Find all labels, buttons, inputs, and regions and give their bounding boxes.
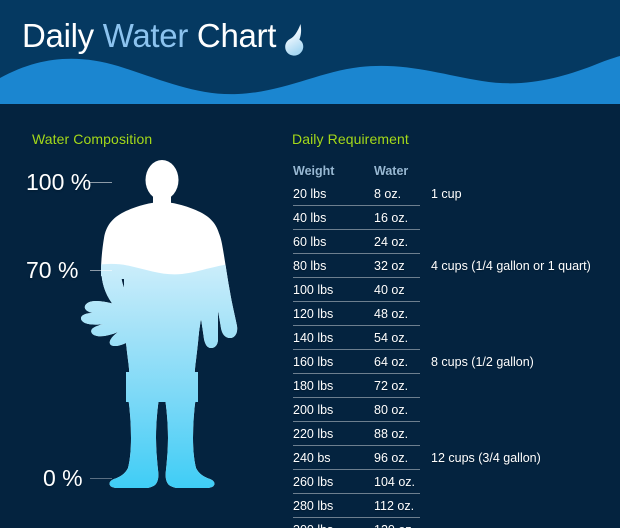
- cell-weight: 160 lbs: [293, 355, 334, 369]
- cell-weight: 120 lbs: [293, 307, 334, 321]
- title-word-daily: Daily: [22, 17, 94, 54]
- table-row: 160 lbs 64 oz. 8 cups (1/2 gallon): [292, 350, 612, 374]
- table-row: 180 lbs 72 oz.: [292, 374, 612, 398]
- row-divider: [293, 205, 420, 206]
- row-divider: [293, 517, 420, 518]
- cell-water: 112 oz.: [374, 499, 415, 513]
- cell-water: 64 oz.: [374, 355, 409, 369]
- row-divider: [293, 229, 420, 230]
- table-row: 240 bs 96 oz. 12 cups (3/4 gallon): [292, 446, 612, 470]
- table-row: 260 lbs 104 oz.: [292, 470, 612, 494]
- row-divider: [293, 397, 420, 398]
- cell-weight: 40 lbs: [293, 211, 327, 225]
- column-header-weight: Weight: [293, 164, 335, 178]
- water-composition-heading: Water Composition: [32, 131, 153, 147]
- daily-requirement-table: Weight Water 20 lbs 8 oz. 1 cup 40 lbs 1…: [292, 160, 612, 528]
- row-divider: [293, 277, 420, 278]
- title-word-chart: Chart: [196, 17, 277, 54]
- scale-tick-70: [90, 270, 112, 271]
- table-header-row: Weight Water: [292, 160, 612, 182]
- cell-water: 80 oz.: [374, 403, 409, 417]
- cell-weight: 260 lbs: [293, 475, 334, 489]
- scale-label-0: 0 %: [43, 465, 83, 491]
- cell-weight: 20 lbs: [293, 187, 327, 201]
- cell-weight: 300 lbs: [293, 518, 373, 528]
- scale-label-70: 70 %: [26, 257, 79, 283]
- row-divider: [293, 301, 420, 302]
- cell-weight: 200 lbs: [293, 403, 334, 417]
- table-row: 20 lbs 8 oz. 1 cup: [292, 182, 612, 206]
- row-divider: [293, 469, 420, 470]
- cell-water: 24 oz.: [374, 235, 409, 249]
- cell-weight: 100 lbs: [293, 283, 334, 297]
- cell-weight: 140 lbs: [293, 331, 334, 345]
- table-row: 80 lbs 32 oz 4 cups (1/4 gallon or 1 qua…: [292, 254, 612, 278]
- cell-note: 1 cup: [431, 187, 462, 201]
- table-row: 100 lbs 40 oz: [292, 278, 612, 302]
- silhouette-render: [78, 158, 246, 488]
- table-row: 200 lbs 80 oz.: [292, 398, 612, 422]
- human-body-silhouette: [78, 158, 246, 488]
- cell-water: 40 oz: [374, 283, 405, 297]
- cell-water: 16 oz.: [374, 211, 409, 225]
- cell-water: 54 oz.: [374, 331, 409, 345]
- cell-weight: 220 lbs: [293, 427, 334, 441]
- title-word-water: Water: [102, 17, 189, 54]
- cell-weight: 240 bs: [293, 451, 331, 465]
- row-divider: [293, 445, 420, 446]
- table-row: 300 lbs 120 oz.: [292, 518, 612, 528]
- table-row: 60 lbs 24 oz.: [292, 230, 612, 254]
- row-divider: [293, 253, 420, 254]
- row-divider: [293, 349, 420, 350]
- cell-water: 8 oz.: [374, 187, 402, 201]
- cell-note: 12 cups (3/4 gallon): [431, 451, 541, 465]
- cell-weight: 80 lbs: [293, 259, 327, 273]
- cell-weight: 60 lbs: [293, 235, 327, 249]
- cell-weight: 280 lbs: [293, 499, 334, 513]
- cell-water: 104 oz.: [374, 475, 416, 489]
- scale-tick-100: [90, 182, 112, 183]
- table-row: 280 lbs 112 oz.: [292, 494, 612, 518]
- row-divider: [293, 325, 420, 326]
- cell-water: 88 oz.: [374, 427, 409, 441]
- cell-water: 48 oz.: [374, 307, 409, 321]
- page-title: Daily Water Chart: [22, 16, 276, 56]
- cell-water: 120 oz.: [374, 518, 434, 528]
- cell-note: 8 cups (1/2 gallon): [431, 355, 534, 369]
- row-divider: [293, 373, 420, 374]
- table-row: 220 lbs 88 oz.: [292, 422, 612, 446]
- row-divider: [293, 421, 420, 422]
- scale-label-100: 100 %: [26, 169, 92, 195]
- scale-tick-0: [90, 478, 112, 479]
- header-wave-divider: [0, 56, 620, 104]
- cell-water: 72 oz.: [374, 379, 409, 393]
- column-header-water: Water: [374, 164, 409, 178]
- water-drop-icon: [285, 24, 304, 56]
- table-row: 140 lbs 54 oz.: [292, 326, 612, 350]
- cell-note: 4 cups (1/4 gallon or 1 quart): [431, 259, 591, 273]
- row-divider: [293, 493, 420, 494]
- cell-water: 32 oz: [374, 259, 405, 273]
- cell-weight: 180 lbs: [293, 379, 334, 393]
- table-row: 120 lbs 48 oz.: [292, 302, 612, 326]
- table-row: 40 lbs 16 oz.: [292, 206, 612, 230]
- cell-water: 96 oz.: [374, 451, 409, 465]
- daily-requirement-heading: Daily Requirement: [292, 131, 409, 147]
